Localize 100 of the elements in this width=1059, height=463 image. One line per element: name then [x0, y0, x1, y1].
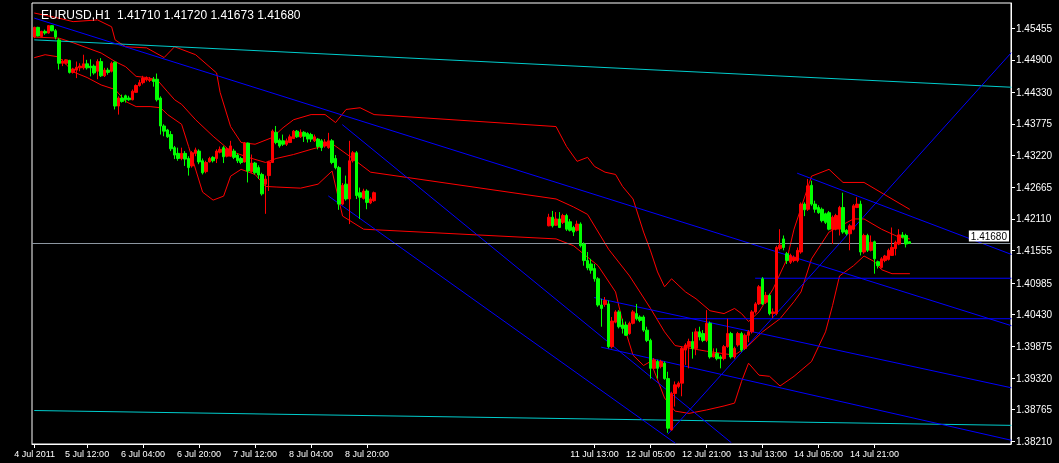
candlestick [904, 233, 908, 248]
candlestick [141, 75, 145, 85]
candlestick [106, 67, 110, 76]
candlestick [372, 191, 376, 203]
y-tick-label: 1.39875 [1016, 340, 1053, 352]
x-tick-label: 14 Jul 21:00 [849, 448, 900, 459]
candlestick [764, 291, 768, 305]
candlestick [820, 207, 824, 223]
candlestick [204, 160, 208, 174]
candlestick [113, 61, 117, 110]
candlestick [236, 152, 239, 164]
candlestick [768, 293, 771, 316]
candlestick [313, 134, 316, 143]
candlestick [54, 28, 57, 40]
candlestick [274, 125, 278, 145]
candlestick [551, 210, 554, 228]
candlestick [222, 145, 225, 164]
candlestick [729, 331, 733, 360]
y-tick-label: 1.38210 [1016, 435, 1053, 447]
ref-line-label: 1.41680 [970, 230, 1008, 242]
candlestick [299, 128, 302, 139]
candlestick [292, 129, 295, 140]
candlestick [330, 138, 334, 165]
candlestick [554, 211, 558, 227]
candlestick [110, 61, 113, 73]
candlestick [190, 150, 194, 169]
candlestick [92, 63, 96, 76]
candlestick [148, 76, 152, 83]
candlestick [561, 213, 565, 225]
candlestick [75, 61, 78, 79]
candlestick [211, 155, 215, 163]
candlestick [64, 58, 68, 65]
candlestick [68, 59, 71, 75]
x-tick-label: 14 Jul 05:00 [794, 448, 844, 459]
candlestick [547, 213, 551, 227]
candlestick [558, 211, 561, 229]
candlestick [96, 58, 99, 80]
candlestick [873, 240, 876, 275]
candlestick [145, 75, 148, 83]
candlestick [117, 95, 120, 116]
candlestick [890, 226, 894, 257]
candlestick [827, 210, 831, 231]
candlestick [57, 37, 61, 71]
x-tick-label: 11 Jul 13:00 [570, 448, 619, 459]
candlestick [253, 161, 257, 175]
candlestick [841, 192, 845, 235]
candlestick [309, 132, 313, 143]
candlestick [302, 130, 306, 143]
candlestick [859, 200, 862, 256]
x-tick-label: 12 Jul 05:00 [626, 448, 676, 459]
candlestick [285, 138, 288, 147]
candlestick [365, 188, 369, 210]
candlestick [785, 251, 789, 265]
candlestick [99, 57, 103, 78]
candlestick [740, 331, 743, 353]
x-tick-label: 7 Jul 12:00 [233, 448, 278, 459]
candlestick [47, 24, 50, 35]
y-tick-label: 1.44900 [1016, 54, 1053, 66]
x-tick-label: 12 Jul 21:00 [682, 448, 732, 459]
candlestick [880, 256, 883, 270]
chart-title: EURUSD,H1 1.41710 1.41720 1.41673 1.41680 [41, 8, 301, 22]
candlestick [124, 94, 127, 104]
candlestick [624, 321, 628, 337]
candlestick [239, 156, 243, 165]
candlestick [344, 175, 348, 202]
candlestick [607, 299, 610, 349]
candlestick [743, 333, 747, 351]
x-tick-label: 13 Jul 13:00 [738, 448, 788, 459]
candlestick [82, 54, 85, 71]
candlestick [656, 359, 659, 380]
y-tick-label: 1.43775 [1016, 118, 1053, 130]
candlestick [838, 205, 841, 236]
candlestick [306, 131, 309, 144]
x-tick-label: 8 Jul 04:00 [289, 448, 334, 459]
candlestick [341, 182, 344, 206]
candlestick [180, 147, 183, 161]
candlestick [103, 67, 106, 78]
y-tick-label: 1.44330 [1016, 86, 1053, 98]
candlestick [36, 26, 40, 37]
candlestick [288, 134, 292, 144]
candlestick [691, 331, 694, 360]
x-tick-label: 5 Jul 12:00 [65, 448, 110, 459]
y-tick-label: 1.40430 [1016, 309, 1053, 321]
candlestick [246, 142, 250, 183]
x-tick-label: 6 Jul 04:00 [121, 448, 166, 459]
y-tick-label: 1.40985 [1016, 277, 1053, 289]
candlestick [43, 29, 47, 36]
candlestick [187, 155, 190, 177]
candlestick [736, 331, 740, 348]
candlestick [862, 233, 866, 255]
candlestick [698, 326, 701, 341]
candlestick [327, 132, 330, 150]
candlestick [603, 296, 607, 308]
candlestick [701, 329, 705, 343]
candlestick [806, 178, 810, 212]
candlestick [176, 147, 180, 162]
candlestick [295, 129, 299, 139]
candlestick [652, 357, 656, 370]
candlestick [866, 233, 869, 253]
candlestick [708, 321, 712, 360]
